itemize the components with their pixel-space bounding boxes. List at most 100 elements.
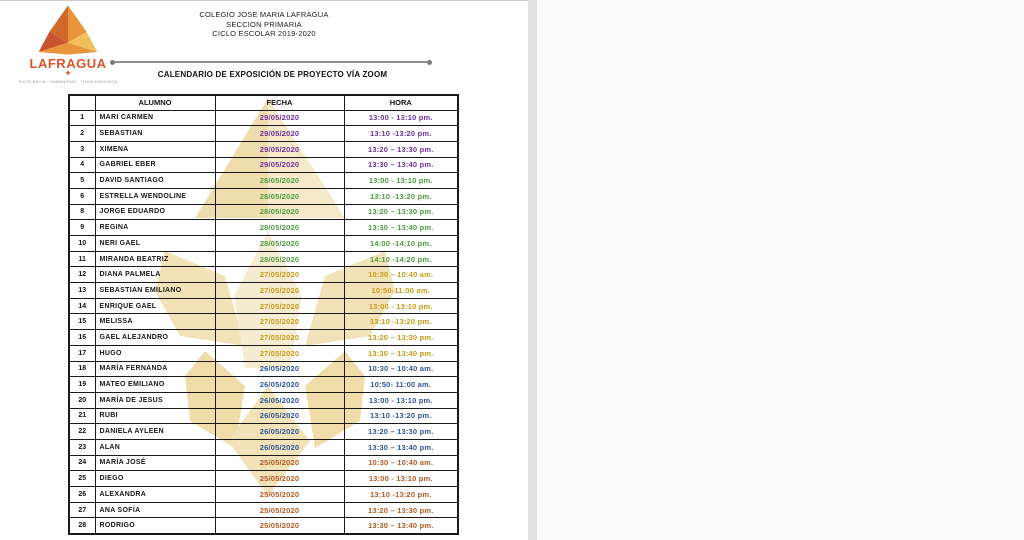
date-cell: 27/05/2020: [214, 266, 345, 284]
table-row: 8 JORGE EDUARDO 28/05/2020 13:20 – 13:30 pm…: [68, 203, 459, 221]
date-cell: 29/05/2020: [214, 109, 345, 127]
date-cell: 28/05/2020: [214, 235, 345, 252]
time-cell: 13:20 – 13:30 pm.: [343, 423, 459, 440]
time-cell: 13:20 – 13:30 pm.: [343, 501, 459, 519]
table-row: 14 ENRIQUE GAEL 27/05/2020 13:00 - 13:10 pm…: [68, 297, 459, 315]
date-cell: 27/05/2020: [214, 282, 345, 299]
lafragua-logo: LAFRAGUA ✚ EXCELENCIA · HUMANISMO · TRAS…: [18, 4, 118, 84]
row-number-cell: 11: [68, 250, 96, 268]
row-number-cell: 27: [68, 501, 96, 519]
table-row: 17 HUGO 27/05/2020 13:30 – 13:40 pm.: [68, 344, 459, 362]
row-number-cell: 9: [68, 219, 96, 236]
row-number-cell: 6: [68, 187, 96, 205]
document-title: CALENDARIO DE EXPOSICIÓN DE PROYECTO VÍA…: [157, 70, 388, 79]
table-row: 4 GABRIEL EBER 29/05/2020 13:30 – 13:40 pm.: [68, 156, 459, 174]
logo-brand-text: LAFRAGUA: [29, 56, 107, 71]
student-name-cell: MARÍA JOSÉ: [94, 454, 216, 472]
student-name-cell: JORGE EDUARDO: [94, 203, 216, 221]
student-name-cell: MARÍA DE JESUS: [94, 391, 216, 409]
row-number-cell: 28: [68, 517, 96, 535]
column-header-fecha: FECHA: [214, 94, 345, 111]
student-name-cell: SEBASTIAN EMILIANO: [94, 282, 216, 299]
row-number-cell: 4: [68, 156, 96, 174]
student-name-cell: ENRIQUE GAEL: [94, 297, 216, 315]
row-number-cell: 12: [68, 266, 96, 284]
date-cell: 26/05/2020: [214, 407, 345, 425]
table-row: 1 MARI CARMEN 29/05/2020 13:00 - 13:10 pm.: [68, 109, 459, 127]
time-cell: 14:00 -14:10 pm.: [343, 235, 459, 252]
student-name-cell: MARI CARMEN: [94, 109, 216, 127]
student-name-cell: RUBI: [94, 407, 216, 425]
row-number-cell: 1: [68, 109, 96, 127]
student-name-cell: REGINA: [94, 219, 216, 236]
schedule-table-body: 1 MARI CARMEN 29/05/2020 13:00 - 13:10 pm. 2…: [68, 109, 459, 535]
row-number-cell: 14: [68, 297, 96, 315]
table-row: 5 DAVID SANTIAGO 28/05/2020 13:00 - 13:10 p…: [68, 172, 459, 189]
student-name-cell: MELISSA: [94, 313, 216, 331]
row-number-cell: 20: [68, 391, 96, 409]
column-header-num: [68, 94, 96, 111]
table-row: 13 SEBASTIAN EMILIANO 27/05/2020 10:50-11:0…: [68, 282, 459, 299]
time-cell: 13:30 – 13:40 pm.: [343, 344, 459, 362]
time-cell: 13:20 – 13:30 pm.: [343, 203, 459, 221]
table-row: 18 MARÍA FERNANDA 26/05/2020 10:30 – 10:40 …: [68, 360, 459, 378]
row-number-cell: 16: [68, 329, 96, 346]
pyramid-logo-icon: [38, 5, 98, 55]
time-cell: 13:00 - 13:10 pm.: [343, 391, 459, 409]
logo-motto-text: EXCELENCIA · HUMANISMO · TRASCENDENCIA: [18, 79, 118, 84]
student-name-cell: ALEXANDRA: [94, 486, 216, 503]
school-cycle: CICLO ESCOLAR 2019-2020: [212, 29, 316, 38]
time-cell: 13:20 – 13:30 pm.: [343, 140, 459, 158]
student-name-cell: RODRIGO: [94, 517, 216, 535]
table-row: 20 MARÍA DE JESUS 26/05/2020 13:00 - 13:10 …: [68, 391, 459, 409]
time-cell: 13:00 - 13:10 pm.: [343, 172, 459, 189]
table-row: 16 GAEL ALEJANDRO 27/05/2020 13:20 – 13:30 …: [68, 329, 459, 346]
table-row: 12 DIANA PALMELA 27/05/2020 10:30 – 10:40 a…: [68, 266, 459, 284]
logo-plus-icon: ✚: [65, 71, 71, 77]
document-page: LAFRAGUA ✚ EXCELENCIA · HUMANISMO · TRAS…: [0, 0, 528, 535]
time-cell: 13:30 – 13:40 pm.: [343, 156, 459, 174]
time-cell: 13:30 – 13:40 pm.: [343, 219, 459, 236]
time-cell: 10:30 – 10:40 am.: [343, 454, 459, 472]
row-number-cell: 24: [68, 454, 96, 472]
row-number-cell: 19: [68, 376, 96, 393]
table-row: 19 MATEO EMILIANO 26/05/2020 10:50- 11:00 a…: [68, 376, 459, 393]
date-cell: 25/05/2020: [214, 454, 345, 472]
row-number-cell: 2: [68, 125, 96, 142]
date-cell: 26/05/2020: [214, 423, 345, 440]
date-cell: 28/05/2020: [214, 203, 345, 221]
table-row: 25 DIEGO 25/05/2020 13:00 - 13:10 pm.: [68, 470, 459, 487]
time-cell: 13:30 – 13:40 pm.: [343, 517, 459, 535]
institution-name: COLEGIO JOSE MARIA LAFRAGUA: [199, 10, 329, 19]
time-cell: 13:10 -13:20 pm.: [343, 125, 459, 142]
student-name-cell: MATEO EMILIANO: [94, 376, 216, 393]
date-cell: 28/05/2020: [214, 250, 345, 268]
student-name-cell: DANIELA AYLEEN: [94, 423, 216, 440]
table-row: 24 MARÍA JOSÉ 25/05/2020 10:30 – 10:40 am.: [68, 454, 459, 472]
date-cell: 27/05/2020: [214, 344, 345, 362]
student-name-cell: DIANA PALMELA: [94, 266, 216, 284]
divider-dot-right: [427, 59, 432, 65]
row-number-cell: 22: [68, 423, 96, 440]
scrollbar-track[interactable]: [528, 0, 537, 540]
student-name-cell: GAEL ALEJANDRO: [94, 329, 216, 346]
date-cell: 26/05/2020: [214, 438, 345, 456]
table-row: 2 SEBASTIAN 29/05/2020 13:10 -13:20 pm.: [68, 125, 459, 142]
date-cell: 26/05/2020: [214, 376, 345, 393]
divider-dot-left: [110, 59, 115, 65]
table-row: 27 ANA SOFÍA 25/05/2020 13:20 – 13:30 pm.: [68, 501, 459, 519]
time-cell: 13:00 - 13:10 pm.: [343, 297, 459, 315]
row-number-cell: 17: [68, 344, 96, 362]
table-row: 21 RUBI 26/05/2020 13:10 -13:20 pm.: [68, 407, 459, 425]
time-cell: 10:50-11:00 am.: [343, 282, 459, 299]
date-cell: 27/05/2020: [214, 329, 345, 346]
date-cell: 28/05/2020: [214, 187, 345, 205]
time-cell: 13:30 – 13:40 pm.: [343, 438, 459, 456]
institution-section: SECCION PRIMARIA: [226, 19, 302, 29]
date-cell: 26/05/2020: [214, 391, 345, 409]
date-cell: 27/05/2020: [214, 297, 345, 315]
header-divider: [110, 59, 432, 65]
table-header-row: ALUMNO FECHA HORA: [68, 94, 459, 111]
date-cell: 25/05/2020: [214, 470, 345, 487]
row-number-cell: 8: [68, 203, 96, 221]
